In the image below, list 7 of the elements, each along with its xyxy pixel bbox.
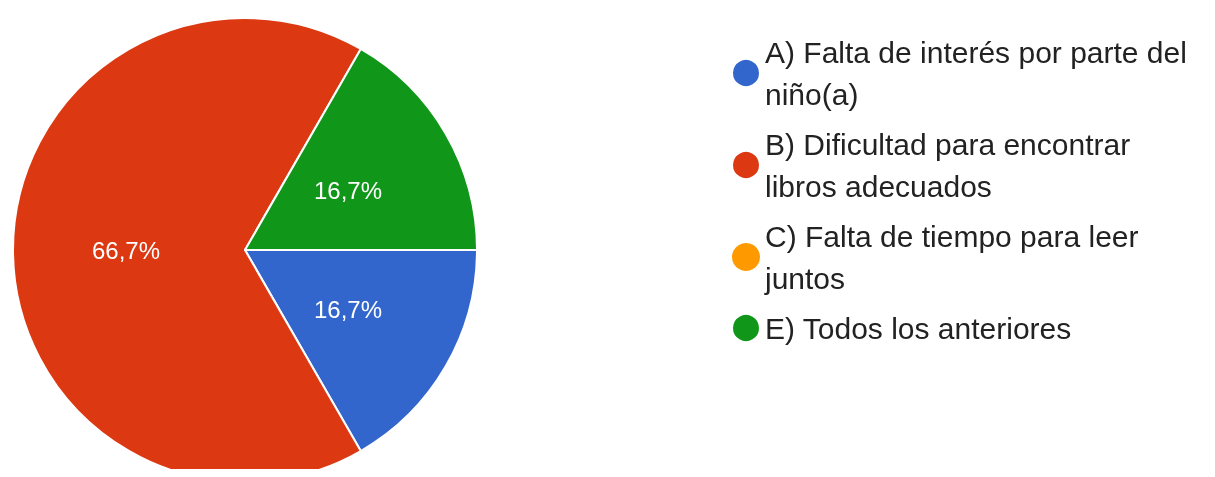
data-label: 66,7%	[91, 236, 161, 264]
data-label: 16,7%	[313, 296, 383, 324]
data-label: 16,7%	[313, 176, 383, 204]
legend-label: A) Falta de interés por parte del niño(a)	[765, 35, 1196, 111]
legend-label: B) Dificultad para encontrar libros adecuados	[765, 127, 1139, 203]
legend-label: E) Todos los anteriores	[765, 311, 1072, 345]
legend-label: C) Falta de tiempo para leer juntos	[764, 219, 1147, 295]
